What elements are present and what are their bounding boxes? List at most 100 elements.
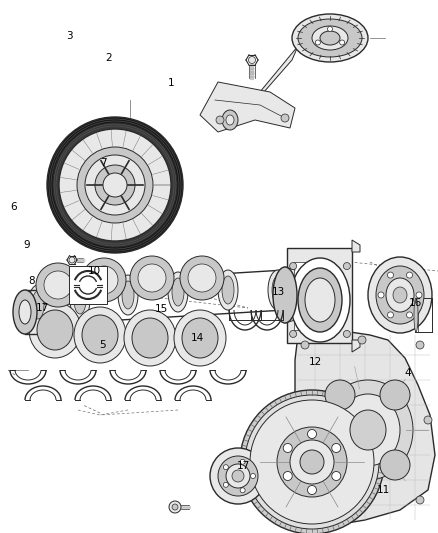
Ellipse shape [44,271,72,299]
Ellipse shape [336,394,400,466]
Ellipse shape [210,448,266,504]
Ellipse shape [19,300,31,324]
Text: 4: 4 [404,368,411,378]
Ellipse shape [300,450,324,474]
Polygon shape [200,82,295,132]
Ellipse shape [305,278,335,322]
Ellipse shape [36,263,80,307]
Ellipse shape [218,270,238,310]
Ellipse shape [118,275,138,315]
Ellipse shape [222,110,238,130]
Ellipse shape [323,380,413,480]
Text: 9: 9 [23,240,30,250]
Text: 10: 10 [88,266,101,276]
Circle shape [343,330,350,337]
Circle shape [301,341,309,349]
Bar [69,266,107,304]
Polygon shape [352,240,360,252]
Ellipse shape [122,281,134,309]
Ellipse shape [250,400,374,524]
Circle shape [406,272,413,278]
Ellipse shape [268,270,288,310]
Circle shape [290,263,297,270]
Ellipse shape [232,470,244,482]
Circle shape [301,496,309,504]
Text: 13: 13 [272,287,285,297]
Bar [290,248,312,343]
Ellipse shape [82,258,126,302]
Circle shape [169,501,181,513]
Circle shape [283,443,292,453]
Text: 16: 16 [409,298,422,308]
Polygon shape [235,46,298,125]
Ellipse shape [386,278,414,312]
Circle shape [290,330,297,337]
Ellipse shape [82,315,118,355]
Bar [294,262,308,330]
Text: 1: 1 [167,78,174,87]
Ellipse shape [95,165,135,205]
Polygon shape [352,340,360,352]
Ellipse shape [226,115,234,125]
Ellipse shape [130,256,174,300]
Ellipse shape [320,31,340,45]
Text: 6: 6 [11,202,18,212]
Circle shape [358,336,366,344]
Text: 11: 11 [377,486,390,495]
Circle shape [416,292,422,298]
Ellipse shape [312,26,348,50]
Ellipse shape [292,14,368,62]
Text: 17: 17 [237,462,250,471]
Ellipse shape [132,318,168,358]
Ellipse shape [53,123,177,247]
Ellipse shape [277,427,347,497]
Text: 17: 17 [36,303,49,313]
Ellipse shape [240,390,384,533]
Circle shape [216,116,224,124]
Ellipse shape [298,19,362,57]
Circle shape [339,40,345,45]
Ellipse shape [13,290,37,334]
Ellipse shape [59,129,171,241]
Circle shape [388,312,393,318]
Ellipse shape [103,173,127,197]
Ellipse shape [272,276,284,304]
Text: 14: 14 [191,334,204,343]
Circle shape [301,416,309,424]
Circle shape [240,459,245,464]
Ellipse shape [245,395,379,529]
Text: 5: 5 [99,341,106,350]
Circle shape [307,430,317,439]
Circle shape [248,56,255,63]
Ellipse shape [325,450,355,480]
Ellipse shape [290,258,350,342]
Ellipse shape [29,302,81,358]
Circle shape [283,472,292,481]
Text: 7: 7 [99,158,106,167]
Circle shape [378,292,384,298]
Ellipse shape [376,266,424,324]
Ellipse shape [380,380,410,410]
Ellipse shape [174,310,226,366]
Ellipse shape [74,307,126,363]
Circle shape [223,482,228,487]
Circle shape [343,263,350,270]
Circle shape [416,341,424,349]
Ellipse shape [180,256,224,300]
Circle shape [315,40,320,45]
Text: 2: 2 [105,53,112,62]
Ellipse shape [124,310,176,366]
Circle shape [172,504,178,510]
Ellipse shape [168,272,188,312]
Circle shape [281,114,289,122]
Ellipse shape [226,464,250,488]
Text: 3: 3 [66,31,73,41]
Circle shape [416,496,424,504]
Circle shape [332,472,341,481]
Ellipse shape [350,410,386,450]
Ellipse shape [37,310,73,350]
Ellipse shape [368,257,432,333]
Ellipse shape [325,380,355,410]
Circle shape [69,257,75,263]
Ellipse shape [70,280,90,320]
